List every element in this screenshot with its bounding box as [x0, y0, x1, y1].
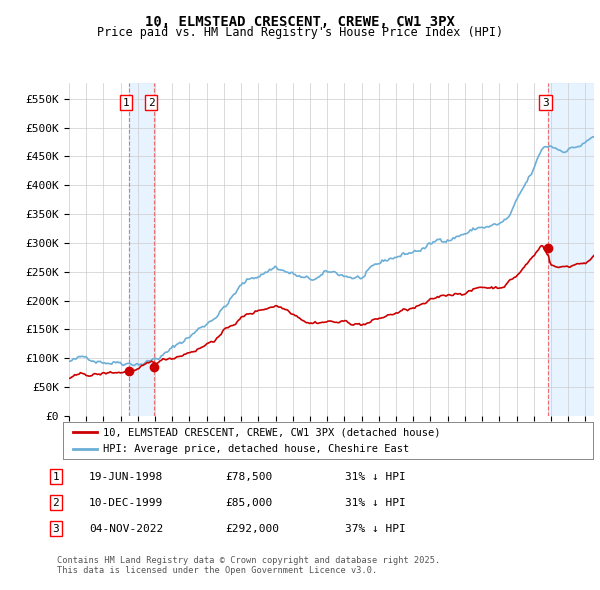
Text: £292,000: £292,000 [225, 524, 279, 533]
Text: 37% ↓ HPI: 37% ↓ HPI [345, 524, 406, 533]
Text: HPI: Average price, detached house, Cheshire East: HPI: Average price, detached house, Ches… [103, 444, 409, 454]
Text: 1: 1 [122, 97, 130, 107]
Text: 1: 1 [52, 472, 59, 481]
Text: 3: 3 [52, 524, 59, 533]
Text: 19-JUN-1998: 19-JUN-1998 [89, 472, 163, 481]
Text: £78,500: £78,500 [225, 472, 272, 481]
Text: 2: 2 [52, 498, 59, 507]
Text: 10-DEC-1999: 10-DEC-1999 [89, 498, 163, 507]
Text: 3: 3 [542, 97, 549, 107]
Text: 10, ELMSTEAD CRESCENT, CREWE, CW1 3PX (detached house): 10, ELMSTEAD CRESCENT, CREWE, CW1 3PX (d… [103, 427, 440, 437]
Bar [548, 83, 594, 416]
Bar [128, 83, 154, 416]
Text: 31% ↓ HPI: 31% ↓ HPI [345, 472, 406, 481]
Text: Price paid vs. HM Land Registry's House Price Index (HPI): Price paid vs. HM Land Registry's House … [97, 26, 503, 39]
Text: 10, ELMSTEAD CRESCENT, CREWE, CW1 3PX: 10, ELMSTEAD CRESCENT, CREWE, CW1 3PX [145, 15, 455, 29]
Text: Contains HM Land Registry data © Crown copyright and database right 2025.
This d: Contains HM Land Registry data © Crown c… [57, 556, 440, 575]
Text: 31% ↓ HPI: 31% ↓ HPI [345, 498, 406, 507]
Text: 04-NOV-2022: 04-NOV-2022 [89, 524, 163, 533]
Text: 2: 2 [148, 97, 155, 107]
Text: £85,000: £85,000 [225, 498, 272, 507]
